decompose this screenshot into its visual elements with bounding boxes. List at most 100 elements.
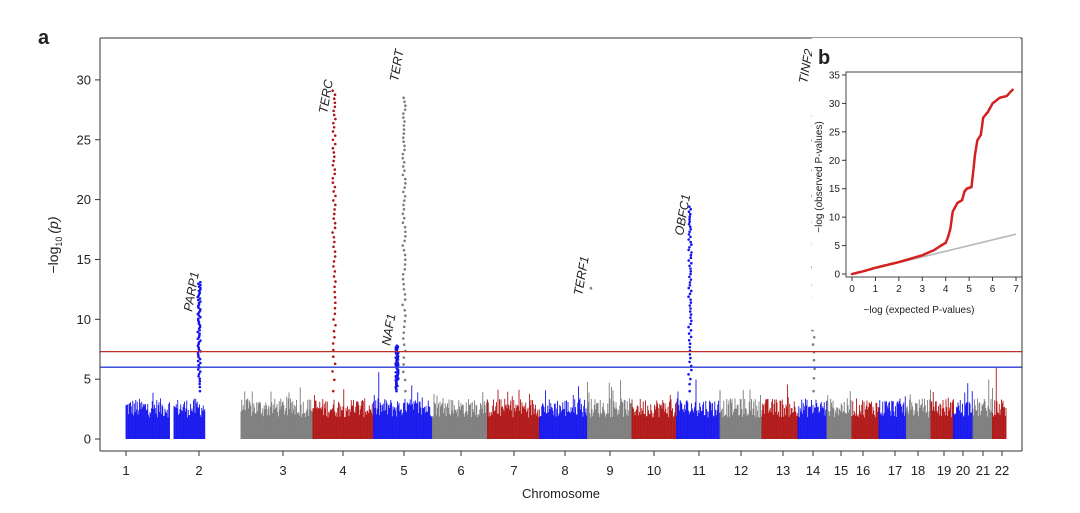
snp-point [402, 140, 405, 144]
snp-point [401, 165, 405, 168]
x-tick-label: 13 [776, 463, 790, 478]
chromosome-8-snps [539, 386, 588, 440]
snp-point [688, 389, 691, 393]
qq-frame [845, 71, 1023, 278]
snp-point [199, 283, 202, 287]
chromosome-3-snps [240, 387, 314, 440]
snp-point [332, 245, 335, 249]
x-tick-label: 4 [339, 463, 346, 478]
qq-y-tick-label: 35 [829, 71, 841, 82]
chromosome-6-snps [432, 391, 488, 440]
x-tick-label: 10 [647, 463, 661, 478]
snp-point [197, 355, 200, 359]
snp-point [401, 272, 405, 276]
snp-point [332, 348, 335, 352]
y-axis-title-sub: 10 [54, 237, 64, 247]
snp-point [198, 357, 202, 361]
snp-point [196, 317, 200, 321]
snp-point [401, 212, 405, 216]
x-tick-label: 20 [956, 463, 970, 478]
qq-y-tick-label: 20 [829, 156, 841, 167]
snp-point [689, 316, 692, 319]
qq-point [1011, 88, 1014, 92]
x-tick-label: 21 [976, 463, 990, 478]
snp-point [812, 358, 816, 362]
snp-point [688, 283, 692, 287]
snp-point [333, 155, 336, 158]
snp-point [687, 259, 691, 262]
snp-point [688, 220, 691, 223]
snp-point [199, 280, 202, 284]
snp-point [394, 370, 398, 374]
snp-point [333, 362, 337, 366]
chromosome-10-snps [631, 394, 677, 440]
chromosome-14-snps [797, 398, 827, 440]
snp-point [331, 370, 334, 373]
snp-point [404, 104, 407, 107]
snp-point [199, 300, 202, 303]
snp-point [333, 101, 337, 105]
snp-point [689, 227, 693, 231]
snp-point [404, 230, 407, 234]
y-axis-title: −log10 (p) [45, 217, 64, 274]
snp-point [687, 325, 690, 329]
snp-point [689, 253, 693, 257]
snp-point [687, 332, 691, 335]
snp-point [333, 93, 337, 96]
snp-point [402, 331, 406, 334]
chromosome-20-snps [953, 383, 974, 440]
snp-point [403, 293, 407, 296]
snp-point [198, 389, 202, 393]
snp-point [688, 246, 691, 249]
snp-point [689, 322, 692, 326]
chromosome-17-snps [878, 396, 907, 440]
snp-point [333, 185, 337, 189]
inset-background [812, 38, 1020, 330]
snp-point [197, 341, 201, 344]
y-tick-label: 20 [77, 192, 91, 207]
snp-point [688, 382, 691, 386]
snp-point [198, 385, 202, 389]
snp-point [688, 264, 691, 268]
snp-point [689, 235, 692, 239]
snp-point [403, 308, 407, 312]
snp-point [403, 378, 407, 382]
snp-point [333, 378, 336, 382]
snp-point [333, 142, 337, 146]
snp-point [403, 144, 406, 148]
snp-point [403, 169, 406, 172]
peak-tert [401, 96, 407, 393]
snp-point [402, 343, 406, 346]
qq-y-tick-label: 5 [834, 241, 840, 252]
chromosome-21-snps [972, 379, 993, 440]
snp-point [812, 376, 816, 380]
peak-obfc1 [687, 205, 693, 393]
snp-point [333, 255, 337, 258]
snp-point [333, 240, 336, 244]
snp-point [332, 212, 336, 216]
snp-point [331, 163, 335, 167]
qq-x-tick-label: 5 [966, 284, 972, 295]
snp-point [688, 212, 692, 216]
snp-point [687, 248, 690, 252]
qq-x-tick-label: 2 [896, 284, 902, 295]
qq-y-tick-label: 10 [829, 213, 841, 224]
snp-point [198, 332, 201, 335]
snp-point [332, 97, 336, 101]
snp-point [333, 312, 337, 316]
snp-point [333, 296, 337, 299]
x-tick-label: 19 [937, 463, 951, 478]
snp-point [689, 240, 692, 244]
snp-point [688, 360, 691, 364]
y-tick-label: 10 [77, 312, 91, 327]
snp-point [688, 353, 692, 356]
qq-x-tick-label: 3 [920, 284, 926, 295]
snp-point [331, 342, 335, 345]
panel-b-label: b [818, 47, 830, 69]
snp-point [332, 190, 335, 193]
snp-point [402, 128, 406, 131]
snp-point [402, 112, 405, 115]
snp-point [689, 278, 693, 281]
snp-point [402, 248, 406, 252]
snp-point [333, 285, 336, 289]
